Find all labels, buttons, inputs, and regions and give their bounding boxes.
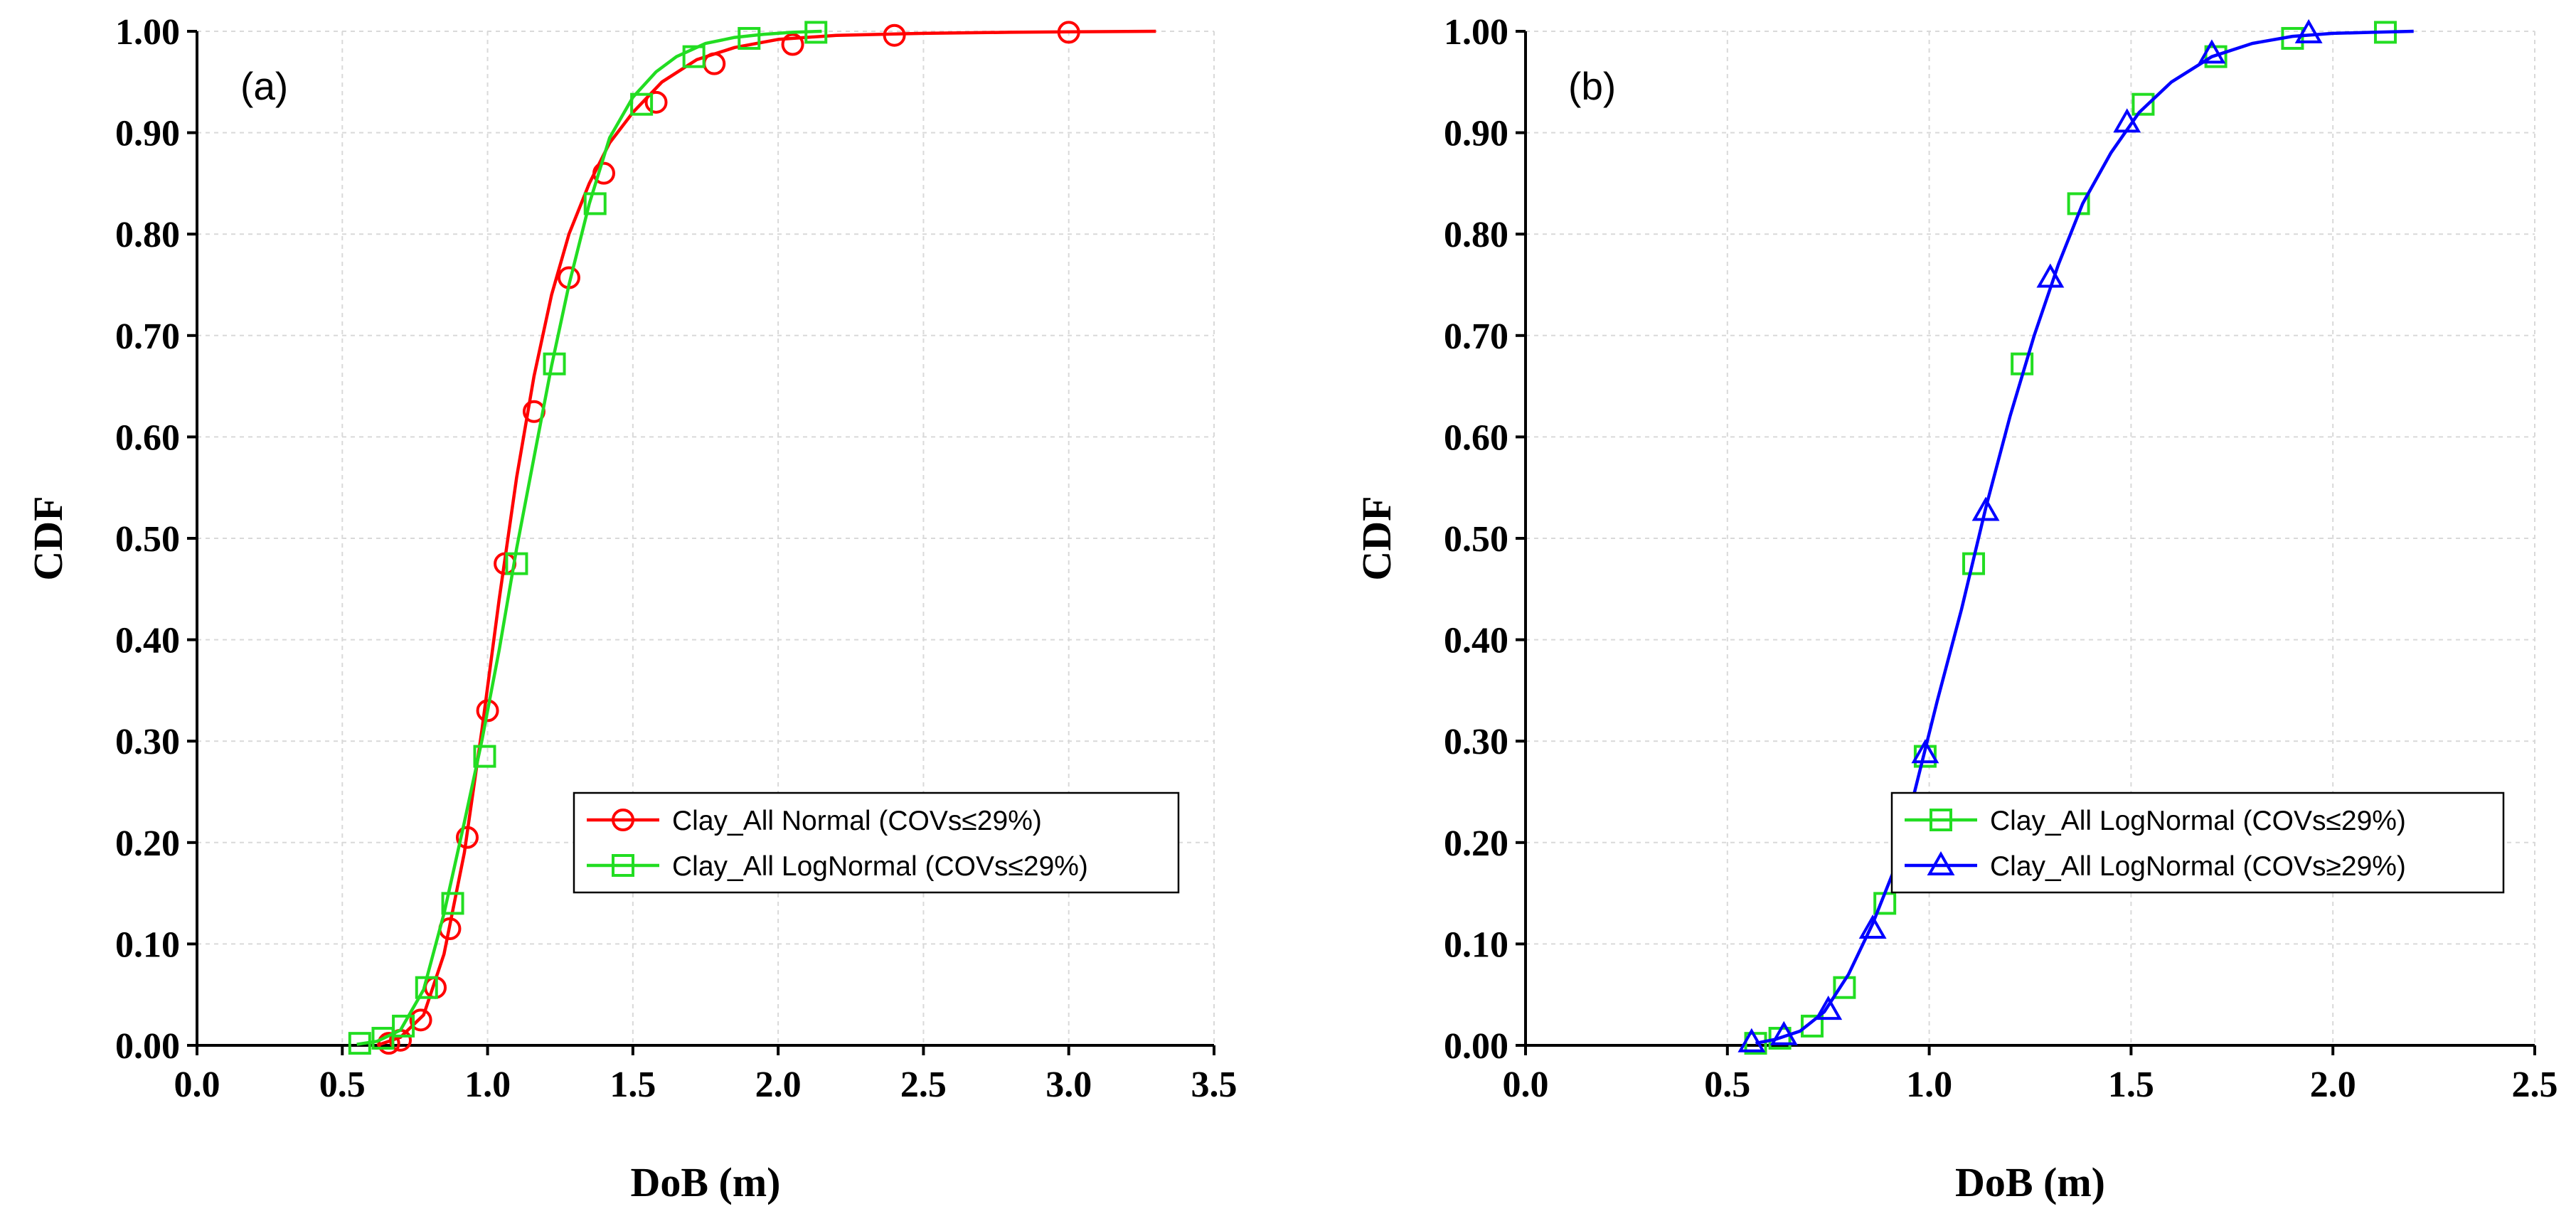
y-tick-label: 0.20 (115, 823, 180, 864)
x-tick-label: 3.0 (1045, 1065, 1092, 1105)
data-point-triangle (2294, 18, 2323, 43)
series-curve (376, 29, 1156, 1047)
legend-marker-square (612, 854, 634, 877)
y-tick-label: 0.30 (1444, 722, 1508, 762)
data-point-circle (883, 23, 906, 47)
data-point-square (441, 892, 464, 915)
y-tick-label: 0.00 (115, 1026, 180, 1067)
y-axis-title: CDF (1353, 496, 1400, 580)
y-tick-label: 0.60 (115, 417, 180, 458)
legend-box (573, 791, 1180, 894)
data-point-triangle (2036, 263, 2065, 288)
x-tick-label: 1.0 (464, 1065, 511, 1105)
series-curve (1755, 29, 2414, 1045)
x-tick-label: 2.5 (2512, 1065, 2558, 1105)
panel-label: (b) (1568, 64, 1616, 108)
legend-box (1890, 791, 2505, 894)
y-tick-label: 0.80 (115, 215, 180, 255)
x-tick-label: 0.0 (174, 1065, 220, 1105)
data-point-square (415, 976, 438, 999)
data-point-circle (409, 1008, 432, 1032)
data-point-square (682, 45, 706, 68)
y-tick-label: 0.70 (1444, 316, 1508, 357)
x-tick-label: 2.0 (2310, 1065, 2356, 1105)
data-point-square (738, 26, 761, 50)
x-tick-label: 0.5 (319, 1065, 366, 1105)
data-point-triangle (1737, 1028, 1766, 1052)
y-tick-label: 0.20 (1444, 823, 1508, 864)
data-point-square (371, 1027, 395, 1050)
y-tick-label: 0.40 (115, 621, 180, 661)
y-tick-label: 0.90 (115, 114, 180, 154)
y-tick-label: 0.50 (115, 519, 180, 560)
series-curve (356, 29, 822, 1046)
x-tick-label: 2.5 (900, 1065, 947, 1105)
data-point-square (543, 352, 566, 375)
y-tick-label: 0.70 (115, 316, 180, 357)
series-1 (1737, 18, 2414, 1052)
data-point-circle (644, 90, 668, 114)
data-point-triangle (2113, 108, 2141, 133)
x-tick-label: 1.5 (2108, 1065, 2154, 1105)
legend: Clay_All Normal (COVs≤29%) Clay_All LogNo… (573, 791, 1180, 894)
data-point-square (2131, 92, 2155, 116)
y-tick-label: 0.60 (1444, 417, 1508, 458)
data-point-triangle (1858, 914, 1887, 939)
x-tick-label: 1.0 (1906, 1065, 1952, 1105)
panel-b: 0.00 0.10 0.20 0.30 0.40 0.50 0.60 0.70 0.80 0.90… (1353, 12, 2558, 1205)
data-point-triangle (1814, 996, 1843, 1020)
panel-a: 0.00 0.10 0.20 0.30 0.40 0.50 0.60 0.70 0.80 0.90… (25, 12, 1238, 1205)
x-tick-label: 1.5 (610, 1065, 656, 1105)
x-tick-label: 3.5 (1191, 1065, 1238, 1105)
data-point-square (1833, 976, 1856, 999)
legend-label: Clay_All LogNormal (COVs≤29%) (1990, 806, 2406, 836)
data-point-square (348, 1032, 371, 1055)
y-tick-label: 0.90 (1444, 114, 1508, 154)
x-tick-label: 0.0 (1503, 1065, 1549, 1105)
legend-label: Clay_All LogNormal (COVs≥29%) (1990, 851, 2406, 882)
legend-marker-triangle (1927, 851, 1955, 875)
data-point-square (1800, 1014, 1824, 1038)
y-tick-label: 0.00 (1444, 1026, 1508, 1067)
series-0 (376, 21, 1156, 1055)
x-tick-label: 2.0 (755, 1065, 802, 1105)
x-axis-title: DoB (m) (1955, 1159, 2105, 1205)
y-tick-label: 0.40 (1444, 621, 1508, 661)
data-point-circle (703, 52, 726, 75)
y-tick-label: 0.30 (115, 722, 180, 762)
legend-label: Clay_All LogNormal (COVs≤29%) (672, 851, 1088, 882)
data-point-circle (455, 826, 479, 849)
y-axis-title: CDF (25, 496, 71, 580)
data-point-square (392, 1014, 415, 1038)
data-point-triangle (1769, 1020, 1798, 1045)
y-tick-label: 0.50 (1444, 519, 1508, 560)
data-point-triangle (1911, 739, 1939, 764)
legend-marker-circle (612, 809, 634, 831)
data-point-square (630, 92, 654, 116)
data-point-circle (476, 699, 499, 723)
data-point-square (505, 552, 528, 575)
data-point-circle (592, 161, 615, 185)
legend-marker-square (1930, 809, 1952, 831)
data-point-triangle (2198, 39, 2226, 64)
x-axis-title: DoB (m) (630, 1159, 780, 1205)
y-tick-label: 0.10 (1444, 924, 1508, 965)
data-point-circle (1057, 21, 1080, 44)
data-point-circle (377, 1032, 400, 1055)
legend: Clay_All LogNormal (COVs≤29%) Clay_All Lo… (1890, 791, 2505, 894)
x-tick-label: 0.5 (1704, 1065, 1750, 1105)
y-tick-label: 0.80 (1444, 215, 1508, 255)
data-point-triangle (1971, 496, 2000, 521)
data-point-circle (781, 33, 804, 56)
data-point-square (583, 192, 607, 215)
panel-label: (a) (240, 64, 288, 108)
data-point-square (804, 21, 828, 44)
y-tick-label: 0.10 (115, 924, 180, 965)
data-point-square (473, 745, 496, 768)
series-1 (348, 21, 828, 1055)
legend-label: Clay_All Normal (COVs≤29%) (672, 806, 1042, 836)
y-tick-label: 1.00 (115, 12, 180, 53)
y-tick-label: 1.00 (1444, 12, 1508, 53)
